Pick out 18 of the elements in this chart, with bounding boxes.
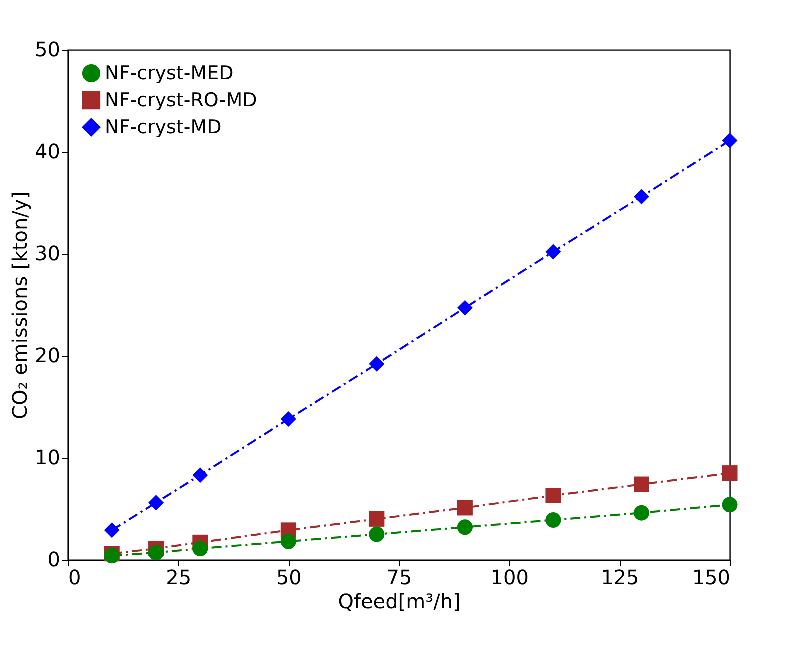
y-tick-label: 50 — [35, 38, 60, 62]
x-tick-label: 100 — [490, 566, 529, 590]
legend-label: NF-cryst-MED — [105, 62, 234, 84]
x-tick-label: 0 — [68, 566, 82, 590]
x-tick-label: 25 — [166, 566, 192, 590]
y-tick-label: 40 — [35, 140, 60, 164]
y-tick-label: 10 — [35, 446, 60, 470]
y-tick-label: 0 — [48, 548, 60, 572]
y-tick-label: 20 — [35, 344, 60, 368]
y-tick-label: 30 — [35, 242, 60, 266]
x-tick-label: 125 — [601, 566, 640, 590]
y-axis-title: CO₂ emissions [kton/y] — [8, 191, 32, 420]
x-axis-title: Qfeed[m³/h] — [338, 590, 461, 614]
x-tick-label: 50 — [276, 566, 302, 590]
legend-label: NF-cryst-RO-MD — [105, 90, 258, 112]
legend-label: NF-cryst-MD — [105, 116, 222, 138]
x-tick-label: 150 — [692, 566, 730, 590]
x-tick-label: 75 — [386, 566, 412, 590]
